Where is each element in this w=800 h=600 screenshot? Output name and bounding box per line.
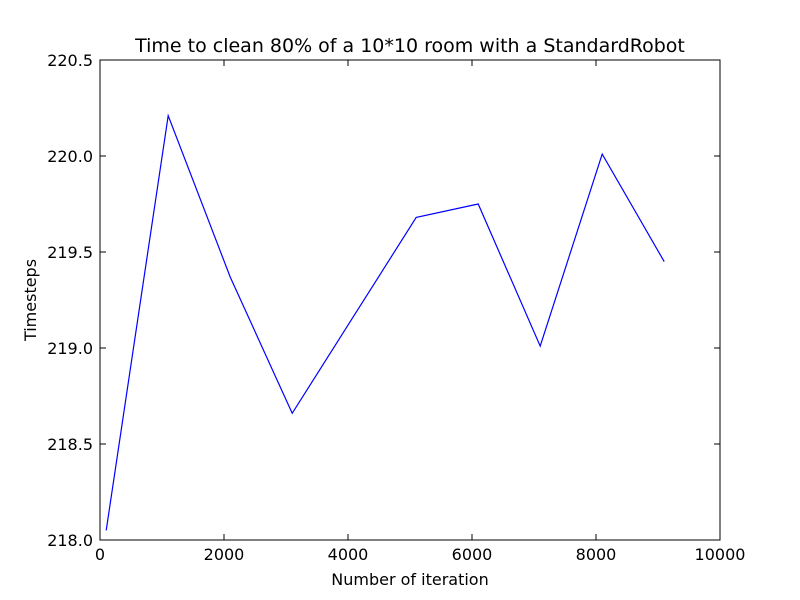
y-tick-label: 218.5 xyxy=(47,435,93,454)
x-tick-label: 8000 xyxy=(576,545,617,564)
series-layer xyxy=(105,113,665,531)
chart-title: Time to clean 80% of a 10*10 room with a… xyxy=(134,35,685,57)
y-tick-label: 220.5 xyxy=(47,51,93,70)
series-line xyxy=(105,113,665,531)
y-tick-label: 218.0 xyxy=(47,531,93,550)
y-tick-label: 219.0 xyxy=(47,339,93,358)
x-axis: 0 2000 4000 6000 8000 10000 xyxy=(95,60,746,564)
y-tick-label: 220.0 xyxy=(47,147,93,166)
x-tick-label: 4000 xyxy=(328,545,369,564)
x-tick-label: 2000 xyxy=(204,545,245,564)
x-tick-label: 6000 xyxy=(452,545,493,564)
y-axis: 218.0 218.5 219.0 219.5 220.0 220.5 xyxy=(47,51,720,550)
plot-area-frame xyxy=(99,59,721,541)
x-axis-label: Number of iteration xyxy=(331,570,488,589)
x-tick-label: 10000 xyxy=(695,545,746,564)
x-tick-label: 0 xyxy=(95,545,105,564)
y-axis-label: Timesteps xyxy=(21,259,40,342)
y-tick-label: 219.5 xyxy=(47,243,93,262)
